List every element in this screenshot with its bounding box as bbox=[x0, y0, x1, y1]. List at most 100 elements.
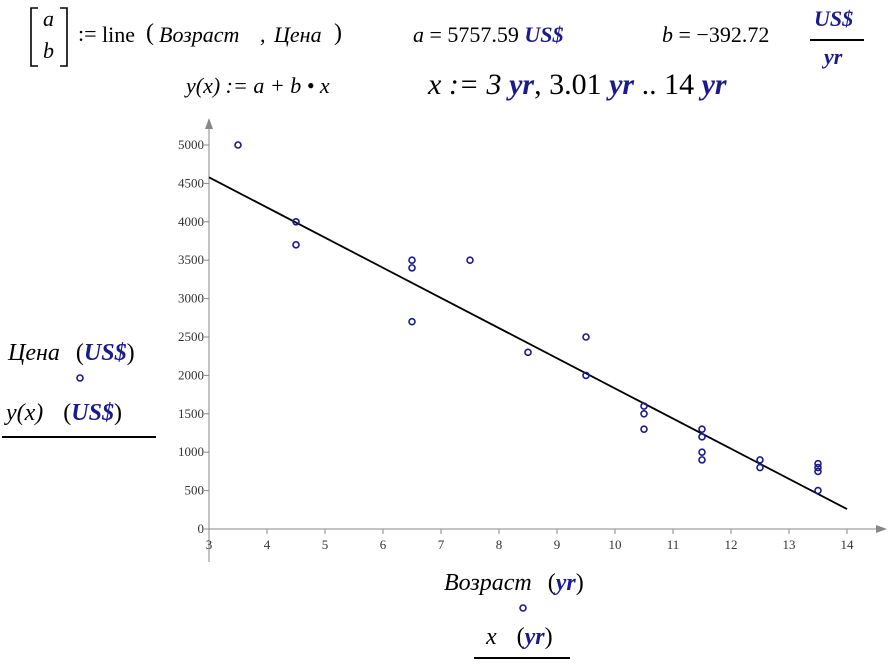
x-trace2-line-legend bbox=[474, 657, 570, 659]
x-tick-label: 14 bbox=[841, 537, 855, 552]
x-tick-label: 4 bbox=[264, 537, 271, 552]
y-tick-label: 1500 bbox=[178, 406, 204, 421]
x-tick-label: 10 bbox=[609, 537, 622, 552]
data-point bbox=[408, 317, 416, 326]
regression-line bbox=[208, 176, 848, 510]
function-arg-age: Возраст bbox=[159, 22, 240, 47]
x-trace1-unit: yr bbox=[555, 570, 576, 596]
y-tick-label: 2000 bbox=[178, 367, 204, 382]
data-point bbox=[466, 256, 474, 265]
x-tick-label: 11 bbox=[667, 537, 680, 552]
data-point bbox=[756, 456, 764, 464]
equals-sign: = bbox=[678, 22, 691, 47]
x-tick-label: 6 bbox=[380, 537, 387, 552]
x-range-unit-3: yr bbox=[701, 68, 727, 101]
open-paren: ( bbox=[146, 20, 154, 46]
y-tick-label: 4000 bbox=[178, 214, 204, 229]
result-a-unit: US$ bbox=[524, 22, 564, 47]
x-trace2-unit: yr bbox=[524, 624, 545, 650]
data-point bbox=[408, 264, 416, 272]
vector-element-b: b bbox=[43, 38, 54, 63]
x-trace2-unit-paren: (yr) bbox=[516, 624, 553, 650]
y-tick-label: 3000 bbox=[178, 291, 204, 306]
data-point bbox=[582, 333, 590, 341]
x-trace2-name: x bbox=[486, 624, 497, 650]
vector-bracket-left bbox=[30, 7, 38, 67]
x-tick-label: 5 bbox=[322, 537, 329, 552]
result-a[interactable]: a = 5757.59 US$ bbox=[413, 22, 564, 48]
x-tick-label: 7 bbox=[438, 537, 445, 552]
y-tick-label: 2500 bbox=[178, 329, 204, 344]
x-range-definition[interactable]: x := 3 yr, 3.01 yr .. 14 yr bbox=[428, 68, 727, 102]
y-axis-arrow-icon bbox=[205, 118, 213, 129]
data-point bbox=[582, 371, 590, 380]
data-point bbox=[698, 433, 706, 441]
data-point bbox=[640, 409, 648, 418]
x-axis-trace2-label[interactable]: x (yr) bbox=[486, 624, 553, 651]
result-a-label: a bbox=[413, 22, 424, 47]
x-tick-label: 3 bbox=[206, 537, 213, 552]
data-point bbox=[292, 241, 300, 249]
data-point bbox=[698, 425, 706, 433]
result-b-fraction-bar bbox=[810, 39, 864, 41]
data-point bbox=[698, 448, 706, 457]
y-trace1-name: Цена bbox=[8, 340, 60, 366]
y-trace1-marker-icon bbox=[76, 374, 84, 382]
y-tick-label: 500 bbox=[185, 483, 205, 498]
data-point bbox=[814, 467, 822, 476]
x-range-start: x := 3 bbox=[428, 68, 502, 101]
x-range-end: 14 bbox=[664, 68, 695, 101]
result-b-unit-numerator: US$ bbox=[814, 6, 854, 31]
y-trace2-line-legend bbox=[2, 436, 156, 438]
y-tick-label: 0 bbox=[198, 521, 205, 536]
vector-bracket-right bbox=[60, 7, 68, 67]
x-range-unit-1: yr bbox=[509, 68, 535, 101]
x-trace1-name: Возраст bbox=[444, 570, 532, 596]
assign-operator: := bbox=[78, 21, 97, 46]
data-point bbox=[814, 486, 822, 495]
y-tick-label: 4500 bbox=[178, 175, 204, 190]
data-point bbox=[292, 218, 300, 226]
x-tick-label: 13 bbox=[783, 537, 796, 552]
data-point bbox=[640, 402, 648, 410]
data-point bbox=[640, 425, 648, 433]
data-point bbox=[814, 463, 822, 472]
x-axis-trace1-label[interactable]: Возраст (yr) bbox=[444, 570, 584, 597]
y-function-definition[interactable]: y(x) := a + b • x bbox=[186, 73, 330, 98]
x-tick-label: 9 bbox=[554, 537, 561, 552]
y-axis-trace1-label[interactable]: Цена (US$) bbox=[8, 340, 135, 367]
data-point bbox=[814, 459, 822, 468]
x-range-dots: .. bbox=[641, 68, 657, 101]
x-range-unit-2: yr bbox=[609, 68, 635, 101]
result-b-label: b bbox=[662, 22, 673, 47]
y-trace2-unit-paren: (US$) bbox=[63, 400, 122, 426]
result-b-value: −392.72 bbox=[696, 22, 770, 47]
y-trace1-unit: US$ bbox=[83, 340, 127, 366]
equals-sign: = bbox=[429, 22, 442, 47]
data-point bbox=[698, 456, 706, 464]
data-point bbox=[234, 141, 242, 149]
y-tick-label: 1000 bbox=[178, 444, 204, 459]
result-b[interactable]: b = −392.72 bbox=[662, 22, 769, 48]
line-fit-definition[interactable]: a b := line ( Возраст , Цена ) bbox=[28, 6, 358, 68]
x-range-step: , 3.01 bbox=[534, 68, 602, 101]
vector-element-a: a bbox=[43, 6, 54, 31]
x-trace1-unit-paren: (yr) bbox=[547, 570, 584, 596]
close-paren: ) bbox=[334, 20, 342, 46]
y-trace1-unit-paren: (US$) bbox=[75, 340, 135, 366]
result-b-unit-denominator: yr bbox=[824, 44, 843, 69]
function-name: line bbox=[102, 22, 135, 47]
data-point bbox=[756, 463, 764, 472]
y-tick-label: 3500 bbox=[178, 252, 204, 267]
y-axis-trace2-label[interactable]: y(x) (US$) bbox=[6, 400, 122, 427]
x-trace1-marker-icon bbox=[519, 604, 527, 612]
y-tick-label: 5000 bbox=[178, 137, 204, 152]
result-a-value: 5757.59 bbox=[447, 22, 519, 47]
arg-separator: , bbox=[260, 22, 266, 47]
x-tick-label: 12 bbox=[725, 537, 738, 552]
x-tick-label: 8 bbox=[496, 537, 503, 552]
y-trace2-name: y(x) bbox=[6, 400, 44, 426]
y-trace2-unit: US$ bbox=[71, 400, 114, 426]
